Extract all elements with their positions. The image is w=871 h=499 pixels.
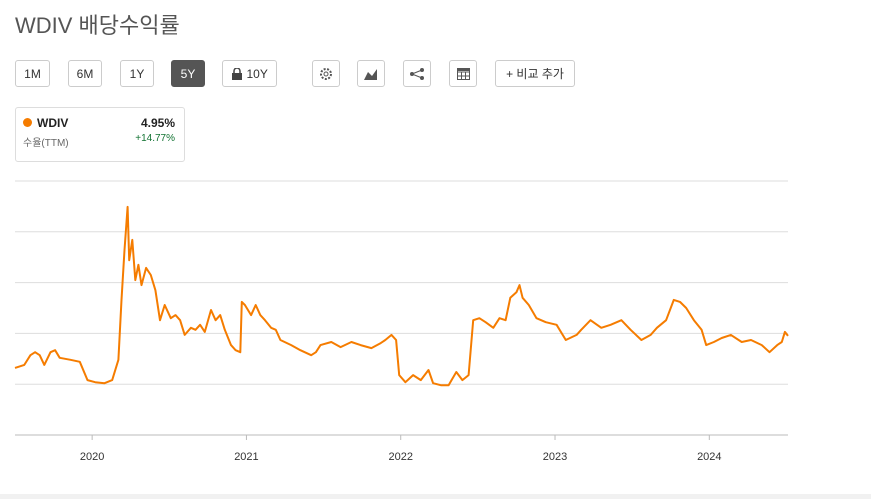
legend-name: WDIV (37, 116, 69, 130)
chart-icon (364, 68, 377, 80)
compare-button[interactable]: + 비교 추가 (495, 60, 575, 87)
x-tick-label: 2023 (543, 451, 567, 463)
legend-dot (23, 118, 32, 127)
chart-type-button[interactable] (357, 60, 385, 87)
button-label: 10Y (246, 66, 268, 81)
range-button[interactable]: 1M (15, 60, 50, 87)
table-button[interactable] (449, 60, 477, 87)
range-button[interactable]: 5Y (171, 60, 205, 87)
settings-button[interactable] (312, 60, 340, 87)
legend-value: 4.95% (140, 116, 175, 130)
chart: 2020 2021 2022 2023 2024 (14, 180, 789, 463)
x-tick-label: 2020 (80, 451, 104, 463)
range-button[interactable]: 10Y (222, 60, 277, 87)
lock-icon (232, 67, 243, 80)
legend-card: WDIV 4.95% 수율(TTM) +14.77% (15, 107, 185, 162)
x-tick-label: 2024 (697, 451, 721, 463)
table-icon (456, 67, 470, 80)
series-line (14, 205, 789, 387)
bottom-strip (0, 494, 871, 499)
share-icon (410, 67, 424, 80)
gear-icon (320, 67, 332, 80)
x-tick-label: 2021 (234, 451, 258, 463)
legend-change: +14.77% (135, 133, 175, 144)
range-button[interactable]: 6M (68, 60, 102, 87)
range-button[interactable]: 1Y (120, 60, 154, 87)
legend-metric: 수율(TTM) (23, 138, 69, 149)
page-title: WDIV 배당수익률 (15, 13, 180, 38)
share-button[interactable] (403, 60, 431, 87)
x-tick-label: 2022 (388, 451, 412, 463)
